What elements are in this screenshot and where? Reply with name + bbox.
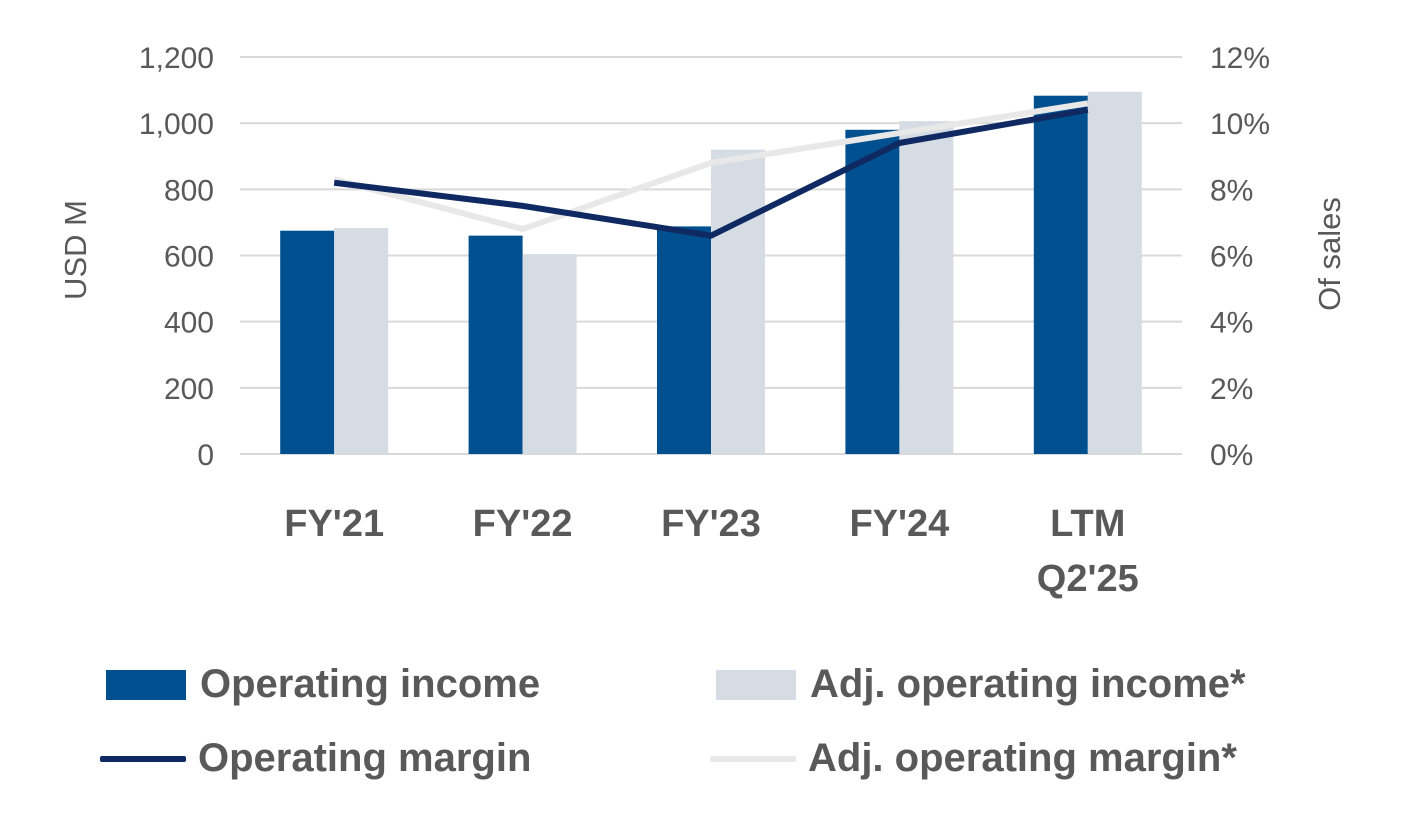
y-axis-right-title: Of sales xyxy=(1312,197,1347,311)
chart: 0 200 400 600 800 1,000 1,200 0% 2% 4% 6% 8% 10% 12%… xyxy=(58,42,1347,600)
x-category-label: LTM xyxy=(1050,503,1125,545)
x-category-label: FY'24 xyxy=(849,503,949,545)
y-axis-right-ticks: 0% 2% 4% 6% 8% 10% 12% xyxy=(1210,42,1270,472)
margin-lines xyxy=(333,100,1089,239)
bar-operating-income-fy-23 xyxy=(657,226,711,454)
legend-swatch-adj-operating-income xyxy=(716,669,796,700)
x-category-label: FY'22 xyxy=(473,503,573,545)
y-tick-label: 200 xyxy=(164,373,214,406)
legend-operating-income: Operating income xyxy=(106,662,540,707)
bar-adj-operating-income-fy-21 xyxy=(334,228,389,454)
y2-tick-label: 12% xyxy=(1210,42,1270,75)
line-operating-margin xyxy=(333,106,1089,239)
bar-operating-income-fy-24 xyxy=(845,129,900,455)
legend-label-adj-operating-margin: Adj. operating margin* xyxy=(808,736,1237,780)
bar-adj-operating-income-fy-24 xyxy=(899,121,954,454)
y2-tick-label: 2% xyxy=(1210,373,1253,406)
x-axis-categories: FY'21 FY'22 FY'23 FY'24 LTM Q2'25 xyxy=(284,503,1139,600)
bar-adj-operating-income-ltm-q2-25 xyxy=(1087,91,1142,455)
y2-tick-label: 10% xyxy=(1210,108,1270,141)
y2-tick-label: 0% xyxy=(1210,439,1253,472)
y-tick-label: 1,200 xyxy=(139,42,214,75)
bar-operating-income-fy-22 xyxy=(468,235,523,454)
legend-label-adj-operating-income: Adj. operating income* xyxy=(810,662,1246,706)
y2-tick-label: 6% xyxy=(1210,241,1253,274)
y-tick-label: 400 xyxy=(164,307,214,340)
bar-operating-income-fy-21 xyxy=(280,230,335,454)
y-tick-label: 1,000 xyxy=(139,108,214,141)
bar-adj-operating-income-fy-23 xyxy=(711,149,765,454)
legend-label-operating-income: Operating income xyxy=(200,662,541,706)
y-tick-label: 0 xyxy=(197,439,214,472)
y-tick-label: 800 xyxy=(164,174,214,207)
y-tick-label: 600 xyxy=(164,241,214,274)
y2-tick-label: 8% xyxy=(1210,174,1253,207)
y-axis-left-ticks: 0 200 400 600 800 1,000 1,200 xyxy=(139,42,214,472)
x-category-label: FY'23 xyxy=(661,503,761,545)
y2-tick-label: 4% xyxy=(1210,307,1253,340)
x-category-label: Q2'25 xyxy=(1037,558,1139,600)
legend-swatch-operating-income xyxy=(106,669,186,700)
y-axis-left-title: USD M xyxy=(58,200,93,300)
line-adj-operating-margin xyxy=(333,100,1089,233)
bars xyxy=(280,91,1142,455)
legend-adj-operating-income: Adj. operating income* xyxy=(716,662,1246,707)
x-category-label: FY'21 xyxy=(284,503,384,545)
legend-swatch-operating-margin xyxy=(100,755,186,762)
legend-operating-margin: Operating margin xyxy=(100,736,531,781)
bar-operating-income-ltm-q2-25 xyxy=(1033,95,1088,455)
legend-adj-operating-margin: Adj. operating margin* xyxy=(710,736,1237,781)
bar-adj-operating-income-fy-22 xyxy=(522,254,577,454)
legend-swatch-adj-operating-margin xyxy=(710,755,796,762)
legend-label-operating-margin: Operating margin xyxy=(198,736,532,780)
